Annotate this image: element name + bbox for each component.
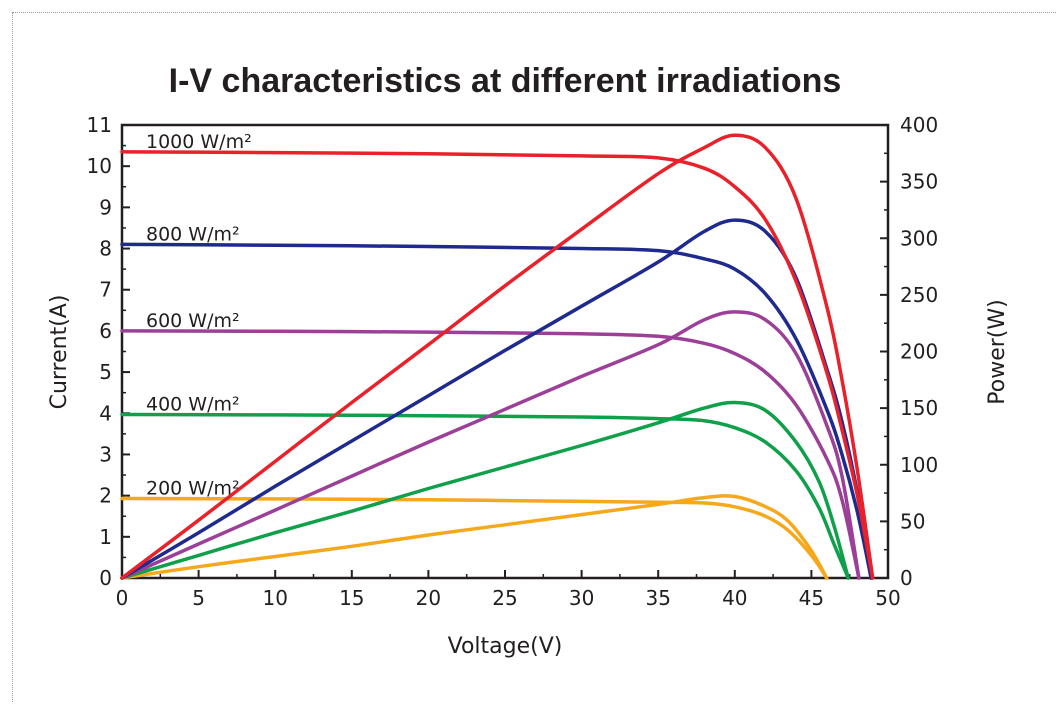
x-tick-label: 0 bbox=[116, 586, 129, 610]
x-tick-label: 45 bbox=[799, 586, 824, 610]
current-curve-200 bbox=[120, 496, 829, 580]
power-curve-400 bbox=[120, 400, 850, 580]
x-tick-label: 10 bbox=[262, 586, 287, 610]
axes: 0 5 10 15 20 25 30 35 40 45 5001234567891011050100… bbox=[87, 113, 939, 610]
y2-tick-label: 150 bbox=[900, 396, 938, 420]
y2-tick-label: 250 bbox=[900, 283, 938, 307]
power-curve-600 bbox=[120, 310, 861, 580]
x-tick-label: 15 bbox=[339, 586, 364, 610]
y2-tick-label: 100 bbox=[900, 453, 938, 477]
series-label-1000: 1000 W/m² bbox=[146, 131, 252, 153]
y-tick-label: 7 bbox=[99, 278, 112, 302]
y2-tick-label: 350 bbox=[900, 170, 938, 194]
current-curve-800 bbox=[120, 242, 873, 580]
x-tick-label: 5 bbox=[192, 586, 205, 610]
x-axis-label: Voltage(V) bbox=[448, 634, 563, 659]
y-tick-label: 11 bbox=[87, 113, 112, 137]
y-tick-label: 4 bbox=[99, 401, 112, 425]
x-tick-label: 25 bbox=[492, 586, 517, 610]
y2-tick-label: 0 bbox=[900, 566, 913, 590]
series-label-600: 600 W/m² bbox=[146, 310, 240, 332]
series-label-400: 400 W/m² bbox=[146, 394, 240, 416]
chart-title: I-V characteristics at different irradia… bbox=[169, 62, 842, 100]
y-tick-label: 6 bbox=[99, 319, 112, 343]
y-tick-label: 2 bbox=[99, 484, 112, 508]
y-tick-label: 8 bbox=[99, 237, 112, 261]
x-tick-label: 40 bbox=[722, 586, 747, 610]
current-curve-600 bbox=[120, 329, 861, 580]
y2-axis-label: Power(W) bbox=[985, 299, 1010, 404]
series-labels: 1000 W/m² 800 W/m² 600 W/m² 400 W/m² 200 W/m… bbox=[146, 131, 252, 500]
y-tick-label: 10 bbox=[87, 154, 112, 178]
power-curve-1000 bbox=[120, 133, 875, 580]
y-tick-label: 0 bbox=[99, 566, 112, 590]
x-tick-label: 50 bbox=[875, 586, 900, 610]
series-label-800: 800 W/m² bbox=[146, 223, 240, 245]
current-curve-1000 bbox=[120, 150, 875, 580]
y2-tick-label: 400 bbox=[900, 113, 938, 137]
x-tick-label: 30 bbox=[569, 586, 594, 610]
power-curve-200 bbox=[120, 494, 829, 580]
y-tick-label: 1 bbox=[99, 525, 112, 549]
y-tick-label: 3 bbox=[99, 442, 112, 466]
y-axis-label: Current(A) bbox=[47, 295, 72, 410]
y-tick-label: 5 bbox=[99, 360, 112, 384]
chart-frame bbox=[12, 12, 1056, 702]
curves bbox=[120, 133, 875, 580]
y2-tick-label: 200 bbox=[900, 340, 938, 364]
y2-tick-label: 50 bbox=[900, 509, 925, 533]
y2-tick-label: 300 bbox=[900, 226, 938, 250]
series-label-200: 200 W/m² bbox=[146, 478, 240, 500]
x-tick-label: 35 bbox=[645, 586, 670, 610]
y-tick-label: 9 bbox=[99, 195, 112, 219]
x-tick-label: 20 bbox=[416, 586, 441, 610]
